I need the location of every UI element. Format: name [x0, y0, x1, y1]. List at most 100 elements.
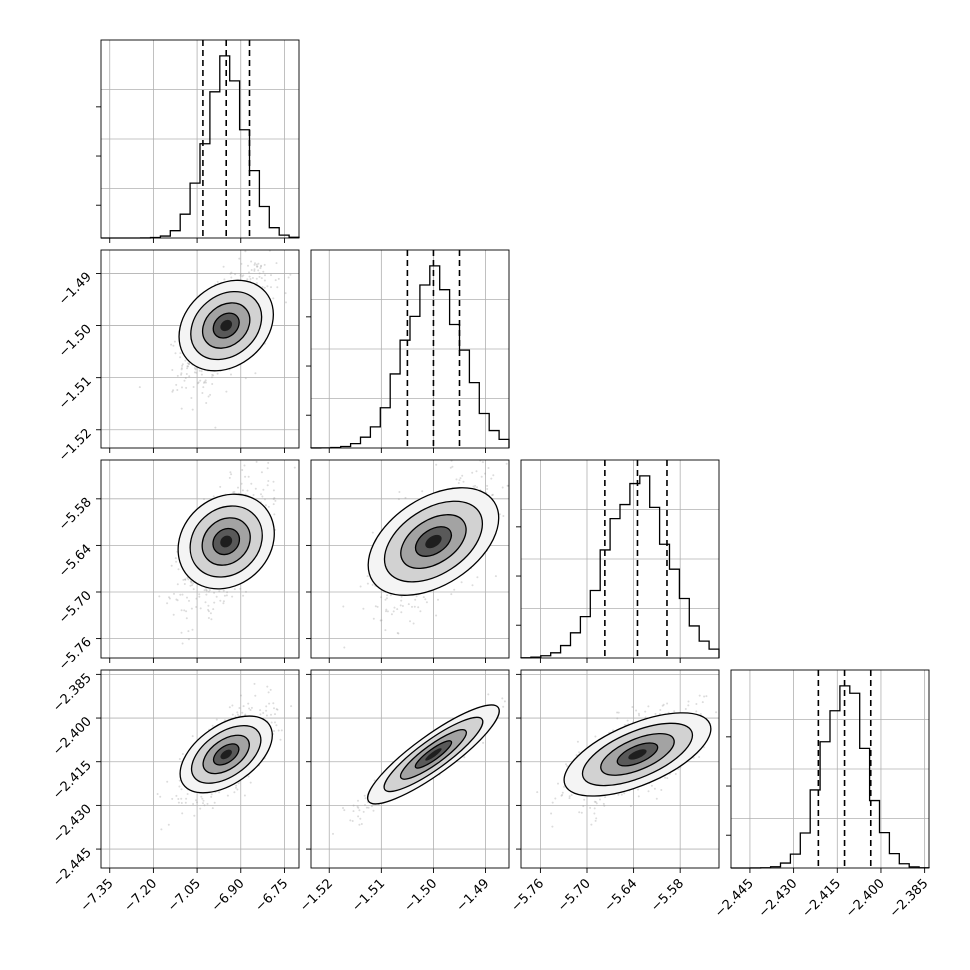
- scatter-point: [417, 606, 420, 609]
- scatter-point: [267, 505, 270, 508]
- scatter-point: [650, 784, 653, 787]
- scatter-point: [631, 706, 634, 708]
- scatter-point: [205, 589, 208, 592]
- scatter-point: [193, 371, 196, 374]
- scatter-point: [230, 276, 233, 279]
- scatter-point: [644, 710, 647, 713]
- scatter-point: [192, 582, 195, 585]
- scatter-point: [211, 807, 214, 810]
- scatter-point: [263, 279, 266, 282]
- scatter-point: [243, 794, 246, 797]
- scatter-point: [172, 344, 175, 347]
- scatter-point: [510, 491, 512, 493]
- scatter-point: [565, 763, 567, 766]
- scatter-point: [272, 480, 275, 483]
- histogram-step-line: [101, 55, 300, 239]
- scatter-point: [458, 479, 461, 482]
- density-level: [220, 319, 233, 332]
- scatter-point: [192, 386, 195, 388]
- panel-frame: [100, 39, 300, 239]
- scatter-point: [372, 809, 375, 812]
- scatter-point: [244, 250, 247, 253]
- scatter-point: [258, 275, 261, 278]
- scatter-point: [460, 581, 463, 584]
- scatter-point: [175, 383, 178, 386]
- scatter-point: [414, 598, 417, 601]
- scatter-point: [594, 801, 597, 803]
- scatter-point: [208, 589, 211, 591]
- scatter-points: [138, 244, 292, 429]
- scatter-point: [575, 754, 578, 757]
- panel-3-0: −7.35 −7.20 −7.05 −6.90 −6.75−2.445−2.430−2.…: [50, 669, 300, 915]
- scatter-point: [561, 793, 564, 796]
- scatter-point: [183, 379, 186, 382]
- scatter-point: [166, 602, 169, 605]
- scatter-point: [261, 286, 264, 288]
- y-tick-label: −1.52: [56, 426, 95, 465]
- scatter-point: [664, 776, 667, 779]
- scatter-point: [159, 795, 162, 798]
- scatter-point: [437, 598, 439, 601]
- scatter-point: [352, 804, 355, 807]
- scatter-point: [502, 515, 505, 517]
- scatter-point: [190, 580, 193, 583]
- scatter-point: [392, 610, 395, 613]
- scatter-point: [192, 803, 195, 805]
- x-tick-label: −5.76: [508, 876, 547, 915]
- scatter-point: [492, 474, 495, 477]
- scatter-point: [166, 780, 169, 783]
- scatter-point: [701, 701, 704, 704]
- scatter-point: [209, 612, 212, 615]
- scatter-point: [222, 602, 225, 605]
- scatter-point: [362, 810, 365, 813]
- x-tick-label: −5.64: [602, 876, 641, 915]
- scatter-point: [511, 695, 513, 697]
- scatter-point: [203, 381, 205, 384]
- scatter-point: [241, 711, 244, 714]
- y-tick-label: −1.51: [56, 374, 95, 413]
- scatter-point: [199, 607, 202, 610]
- scatter-point: [210, 793, 213, 796]
- scatter-point: [258, 272, 261, 275]
- scatter-point: [407, 603, 410, 606]
- scatter-point: [191, 735, 194, 738]
- scatter-point: [654, 712, 657, 715]
- scatter-point: [170, 343, 173, 346]
- scatter-point: [184, 578, 187, 581]
- scatter-point: [177, 568, 180, 571]
- scatter-point: [236, 788, 239, 791]
- scatter-point: [197, 381, 200, 384]
- x-tick-label: −2.415: [799, 876, 844, 921]
- scatter-point: [223, 594, 226, 597]
- scatter-point: [203, 589, 206, 592]
- scatter-point: [230, 373, 232, 376]
- scatter-point: [180, 631, 183, 634]
- scatter-point: [385, 610, 387, 613]
- scatter-point: [273, 497, 276, 499]
- scatter-point: [219, 485, 222, 488]
- scatter-point: [602, 802, 605, 805]
- scatter-point: [239, 274, 242, 277]
- scatter-point: [274, 721, 276, 724]
- scatter-point: [167, 823, 170, 826]
- scatter-point: [174, 352, 177, 355]
- scatter-point: [260, 265, 262, 268]
- contour-line: [212, 312, 240, 339]
- scatter-point: [244, 713, 247, 716]
- scatter-point: [190, 397, 193, 399]
- scatter-point: [419, 610, 422, 613]
- panel-2-0: −5.76 −5.70 −5.64 −5.58: [56, 459, 300, 674]
- scatter-point: [684, 708, 687, 710]
- scatter-point: [267, 691, 270, 694]
- x-tick-label: −1.49: [454, 876, 493, 915]
- scatter-point: [244, 475, 247, 478]
- scatter-point: [666, 702, 669, 705]
- scatter-point: [699, 713, 702, 715]
- scatter-point: [255, 244, 257, 246]
- histogram-step-line: [730, 685, 930, 869]
- panel-3-1: −1.52 −1.51 −1.50 −1.49: [297, 669, 513, 915]
- y-tick-label: −5.64: [56, 542, 95, 581]
- scatter-point: [371, 583, 374, 586]
- scatter-point: [266, 467, 269, 470]
- contour-line: [179, 715, 273, 794]
